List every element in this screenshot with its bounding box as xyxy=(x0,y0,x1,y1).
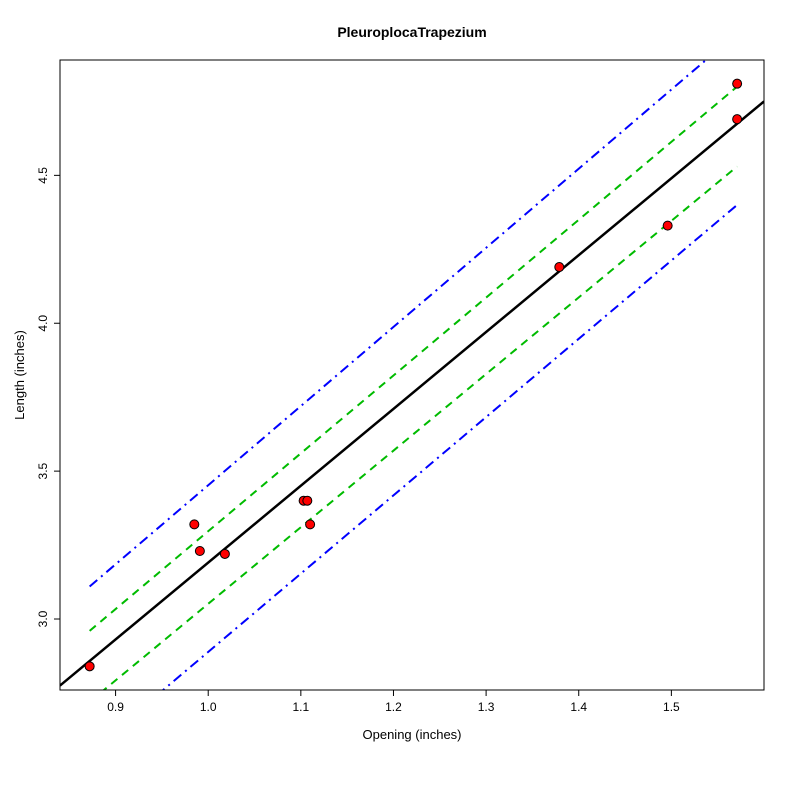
prediction-band-upper xyxy=(88,60,708,588)
y-tick-label: 3.5 xyxy=(36,462,50,479)
x-tick-label: 0.9 xyxy=(107,700,124,714)
data-point xyxy=(662,220,673,231)
prediction-band-lower xyxy=(161,204,738,690)
x-tick-label: 1.5 xyxy=(663,700,680,714)
chart-title: PleuroplocaTrapezium xyxy=(337,24,486,40)
data-point xyxy=(732,114,743,125)
data-point xyxy=(305,519,316,530)
y-axis: 3.0 3.5 4.0 4.5 xyxy=(36,167,60,627)
x-tick-label: 1.3 xyxy=(478,700,495,714)
x-tick-label: 1.4 xyxy=(570,700,587,714)
data-point xyxy=(554,262,565,273)
data-point xyxy=(189,519,200,530)
confidence-band-upper xyxy=(88,85,738,632)
data-point xyxy=(84,661,95,672)
y-tick-label: 3.0 xyxy=(36,610,50,627)
regression-line xyxy=(60,100,764,687)
lines-layer xyxy=(60,60,764,690)
confidence-band-lower xyxy=(102,165,738,690)
plot-frame xyxy=(59,59,765,691)
x-tick-label: 1.0 xyxy=(200,700,217,714)
points-layer xyxy=(84,78,743,672)
y-tick-label: 4.0 xyxy=(36,315,50,332)
x-axis: 0.9 1.0 1.1 1.2 1.3 1.4 1.5 xyxy=(107,690,680,714)
data-point xyxy=(302,495,313,506)
data-point xyxy=(219,548,230,559)
x-tick-label: 1.2 xyxy=(385,700,402,714)
y-tick-label: 4.5 xyxy=(36,167,50,184)
x-axis-label: Opening (inches) xyxy=(363,727,462,742)
data-point xyxy=(194,545,205,556)
x-tick-label: 1.1 xyxy=(292,700,309,714)
data-point xyxy=(732,78,743,89)
y-axis-label: Length (inches) xyxy=(12,330,27,420)
